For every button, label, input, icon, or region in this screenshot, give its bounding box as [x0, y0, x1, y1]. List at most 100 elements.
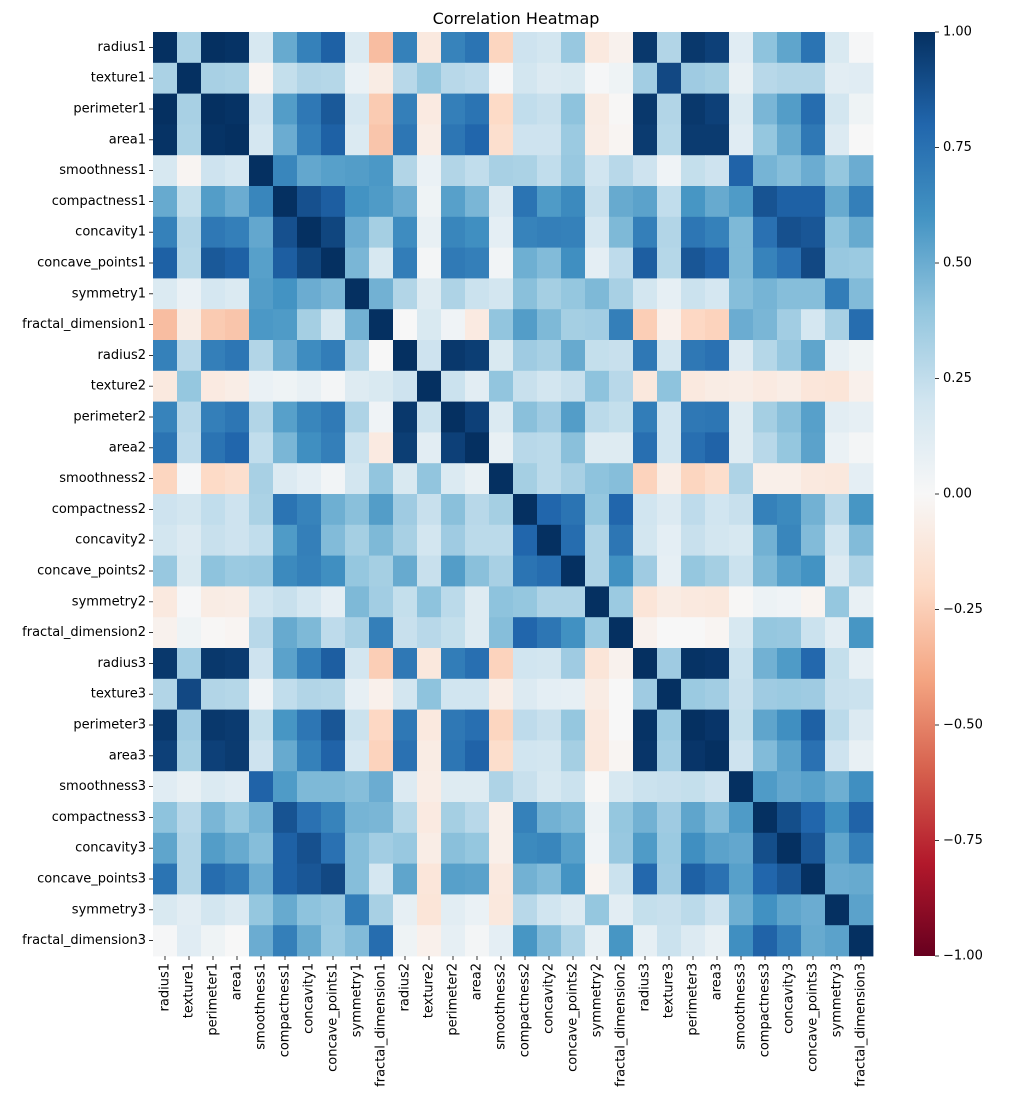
heatmap-cell-area1-smoothness3	[729, 124, 754, 156]
heatmap-cell-concave_points2-smoothness2	[489, 555, 514, 587]
heatmap-cell-fractal_dimension1-area2	[465, 309, 490, 341]
colorbar: 1.00 0.75 0.50 0.25 0.00 −0.25 −0.50 −0.75 −1.00	[914, 25, 983, 964]
heatmap-cell-compactness3-smoothness3	[729, 802, 754, 834]
heatmap-cell-concave_points3-smoothness3	[729, 863, 754, 895]
heatmap-cell-concave_points1-fractal_dimension3	[849, 247, 874, 279]
heatmap-cell-symmetry2-compactness2	[513, 586, 538, 618]
heatmap-cell-compactness1-area2	[465, 186, 490, 218]
heatmap-cell-symmetry1-concave_points2	[561, 278, 586, 310]
heatmap-cell-compactness1-concavity1	[297, 186, 322, 218]
x-tick-label-symmetry3: symmetry3	[830, 963, 845, 1037]
heatmap-cell-area2-area2	[465, 432, 490, 464]
heatmap-cell-texture1-area3	[705, 62, 730, 94]
heatmap-cell-concavity3-symmetry3	[825, 832, 850, 864]
heatmap-cell-symmetry1-radius3	[633, 278, 658, 310]
heatmap-cell-smoothness2-perimeter1	[201, 463, 226, 495]
heatmap-cell-compactness1-texture2	[417, 186, 442, 218]
heatmap-cell-smoothness1-smoothness1	[249, 155, 274, 187]
heatmap-cell-perimeter2-texture1	[177, 401, 202, 433]
heatmap-cell-fractal_dimension1-concavity2	[537, 309, 562, 341]
heatmap-cell-fractal_dimension2-radius3	[633, 617, 658, 649]
heatmap-cell-area3-compactness1	[273, 740, 298, 772]
heatmap-cell-texture1-fractal_dimension2	[609, 62, 634, 94]
heatmap-cell-compactness1-perimeter2	[441, 186, 466, 218]
heatmap-cell-smoothness1-symmetry1	[345, 155, 370, 187]
heatmap-cell-texture3-texture2	[417, 678, 442, 710]
x-tick-label-concavity2: concavity2	[542, 963, 557, 1034]
heatmap-cell-area1-compactness3	[753, 124, 778, 156]
heatmap-cell-radius2-perimeter3	[681, 340, 706, 372]
colorbar-tick-label: −0.25	[943, 602, 983, 617]
heatmap-cell-compactness1-compactness3	[753, 186, 778, 218]
heatmap-cell-compactness2-fractal_dimension3	[849, 494, 874, 526]
heatmap-cell-fractal_dimension3-area3	[705, 925, 730, 957]
heatmap-cell-smoothness2-symmetry3	[825, 463, 850, 495]
colorbar-tick-label: 0.00	[943, 487, 972, 502]
heatmap-cell-concavity1-concavity3	[777, 216, 802, 248]
heatmap-cell-concave_points3-radius2	[393, 863, 418, 895]
heatmap-cell-smoothness1-smoothness2	[489, 155, 514, 187]
heatmap-cell-symmetry2-fractal_dimension3	[849, 586, 874, 618]
heatmap-cell-radius3-radius1	[153, 648, 178, 680]
heatmap-cell-texture3-texture3	[657, 678, 682, 710]
heatmap-cell-concavity1-smoothness2	[489, 216, 514, 248]
heatmap-cell-radius1-symmetry3	[825, 32, 850, 64]
heatmap-cell-concave_points3-concave_points1	[321, 863, 346, 895]
heatmap-cell-area1-fractal_dimension2	[609, 124, 634, 156]
heatmap-cell-radius2-concavity2	[537, 340, 562, 372]
heatmap-cell-radius3-radius2	[393, 648, 418, 680]
heatmap-cell-perimeter1-radius1	[153, 93, 178, 125]
heatmap-cell-fractal_dimension3-texture1	[177, 925, 202, 957]
x-tick-label-radius3: radius3	[638, 963, 653, 1011]
heatmap-cell-smoothness1-compactness1	[273, 155, 298, 187]
heatmap-cell-concavity1-area2	[465, 216, 490, 248]
heatmap-cell-concave_points3-radius1	[153, 863, 178, 895]
heatmap-cell-concavity1-fractal_dimension1	[369, 216, 394, 248]
heatmap-cell-smoothness2-texture1	[177, 463, 202, 495]
heatmap-cell-compactness2-concave_points2	[561, 494, 586, 526]
y-tick-label-smoothness3: smoothness3	[59, 779, 146, 794]
heatmap-cell-area1-concave_points1	[321, 124, 346, 156]
heatmap-cell-texture1-radius3	[633, 62, 658, 94]
heatmap-cell-perimeter3-radius2	[393, 709, 418, 741]
heatmap-cell-compactness1-symmetry2	[585, 186, 610, 218]
heatmap-cell-perimeter1-texture2	[417, 93, 442, 125]
heatmap-cell-area3-radius3	[633, 740, 658, 772]
heatmap-cell-area2-perimeter2	[441, 432, 466, 464]
heatmap-cell-area1-radius2	[393, 124, 418, 156]
heatmap-cell-concavity3-area2	[465, 832, 490, 864]
heatmap-cell-smoothness1-texture3	[657, 155, 682, 187]
heatmap-cell-area3-concavity2	[537, 740, 562, 772]
heatmap-cell-concavity2-area1	[225, 524, 250, 556]
heatmap-cell-area2-compactness2	[513, 432, 538, 464]
heatmap-cell-symmetry1-fractal_dimension1	[369, 278, 394, 310]
heatmap-cell-compactness2-concavity2	[537, 494, 562, 526]
heatmap-cell-concave_points2-radius3	[633, 555, 658, 587]
heatmap-cell-compactness2-symmetry1	[345, 494, 370, 526]
heatmap-cell-concavity3-compactness2	[513, 832, 538, 864]
heatmap-cell-concave_points2-symmetry1	[345, 555, 370, 587]
heatmap-cell-compactness3-texture3	[657, 802, 682, 834]
heatmap-cell-perimeter2-concave_points1	[321, 401, 346, 433]
heatmap-cell-radius2-radius1	[153, 340, 178, 372]
heatmap-cell-perimeter3-concave_points1	[321, 709, 346, 741]
heatmap-cell-area3-texture2	[417, 740, 442, 772]
heatmap-cell-compactness2-compactness1	[273, 494, 298, 526]
heatmap-cell-fractal_dimension2-radius1	[153, 617, 178, 649]
heatmap-cell-texture3-area3	[705, 678, 730, 710]
y-tick-label-fractal_dimension3: fractal_dimension3	[22, 933, 146, 948]
heatmap-cell-smoothness1-texture1	[177, 155, 202, 187]
heatmap-cell-perimeter1-fractal_dimension2	[609, 93, 634, 125]
heatmap-cell-area3-radius2	[393, 740, 418, 772]
heatmap-cell-fractal_dimension3-compactness1	[273, 925, 298, 957]
heatmap-cell-perimeter3-texture1	[177, 709, 202, 741]
heatmap-cell-smoothness3-radius2	[393, 771, 418, 803]
heatmap-cell-concavity2-area3	[705, 524, 730, 556]
heatmap-cell-concavity1-radius2	[393, 216, 418, 248]
heatmap-cell-concave_points1-area2	[465, 247, 490, 279]
heatmap-cell-compactness3-fractal_dimension3	[849, 802, 874, 834]
heatmap-cell-texture3-texture1	[177, 678, 202, 710]
heatmap-cell-texture1-concave_points2	[561, 62, 586, 94]
heatmap-cell-symmetry2-symmetry1	[345, 586, 370, 618]
heatmap-cell-texture2-area2	[465, 370, 490, 402]
